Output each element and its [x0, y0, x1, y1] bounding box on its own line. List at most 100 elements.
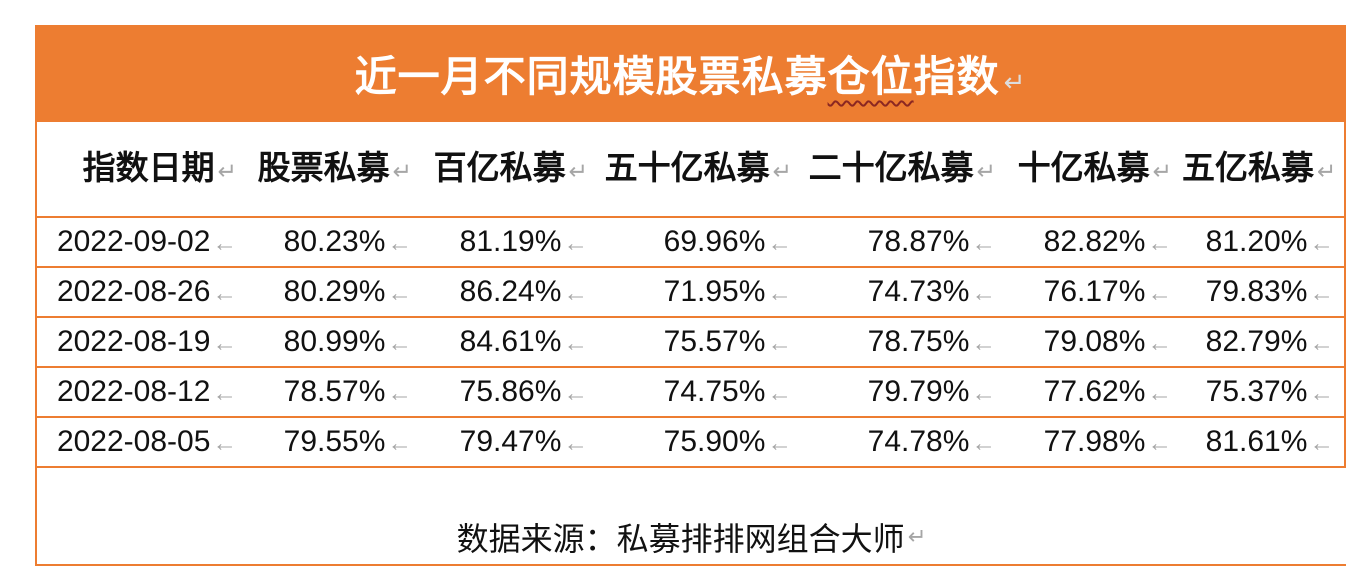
- data-source-label: 数据来源：私募排排网组合大师: [456, 521, 905, 557]
- value-cell: 79.79%←: [802, 368, 1006, 417]
- header-cell-2b: 二十亿私募 ↵: [802, 122, 1006, 217]
- cell-end-mark-icon: ←: [767, 430, 792, 457]
- value-cell: 75.86%←: [422, 368, 598, 417]
- date-cell: 2022-08-05←: [37, 418, 247, 467]
- cell-end-mark-icon: ←: [1147, 330, 1172, 357]
- cell-end-mark-icon: ←: [387, 230, 412, 257]
- cell-end-mark-icon: ←: [387, 330, 412, 357]
- header-label: 十亿私募: [1017, 149, 1150, 186]
- cell-value: 74.73%: [867, 275, 970, 308]
- header-label: 指数日期: [82, 149, 215, 186]
- header-label: 五十亿私募: [604, 149, 770, 186]
- cell-value: 79.79%: [867, 375, 970, 408]
- paragraph-mark-icon: ↵: [772, 158, 792, 184]
- value-cell: 77.62%←: [1006, 368, 1182, 417]
- value-cell: 78.75%←: [802, 318, 1006, 367]
- cell-end-mark-icon: ←: [1309, 430, 1334, 457]
- cell-value: 77.62%: [1043, 375, 1146, 408]
- value-cell: 79.08%←: [1006, 318, 1182, 367]
- value-cell: 84.61%←: [422, 318, 598, 367]
- cell-end-mark-icon: ←: [212, 330, 237, 357]
- table-row: 2022-08-05← 79.55%← 79.47%← 75.90%← 74.7…: [37, 418, 1346, 468]
- cell-end-mark-icon: ←: [971, 280, 996, 307]
- cell-value: 74.78%: [867, 425, 970, 458]
- header-cell-index-date: 指数日期 ↵: [37, 122, 247, 217]
- cell-end-mark-icon: ←: [767, 230, 792, 257]
- data-source-row: 数据来源：私募排排网组合大师 ↵: [37, 468, 1346, 564]
- title-text-post: 指数: [913, 53, 1000, 100]
- value-cell: 78.57%←: [247, 368, 422, 417]
- cell-end-mark-icon: ←: [1309, 330, 1334, 357]
- cell-value: 76.17%: [1043, 275, 1146, 308]
- header-cell-1b: 十亿私募 ↵: [1006, 122, 1182, 217]
- paragraph-mark-icon: ↵: [907, 524, 927, 549]
- cell-value: 82.82%: [1043, 225, 1146, 258]
- cell-end-mark-icon: ←: [971, 330, 996, 357]
- cell-value: 80.23%: [283, 225, 386, 258]
- cell-end-mark-icon: ←: [1147, 430, 1172, 457]
- cell-value: 77.98%: [1043, 425, 1146, 458]
- cell-value: 79.83%: [1205, 275, 1308, 308]
- cell-value: 81.61%: [1205, 425, 1308, 458]
- value-cell: 81.19%←: [422, 218, 598, 267]
- value-cell: 75.37%←: [1182, 368, 1344, 417]
- cell-end-mark-icon: ←: [971, 230, 996, 257]
- cell-value: 79.47%: [459, 425, 562, 458]
- cell-value: 2022-09-02: [56, 225, 211, 258]
- value-cell: 81.20%←: [1182, 218, 1344, 267]
- cell-value: 75.90%: [663, 425, 766, 458]
- cell-end-mark-icon: ←: [212, 430, 237, 457]
- value-cell: 79.55%←: [247, 418, 422, 467]
- cell-end-mark-icon: ←: [563, 380, 588, 407]
- table-row: 2022-08-12← 78.57%← 75.86%← 74.75%← 79.7…: [37, 368, 1346, 418]
- cell-end-mark-icon: ←: [563, 330, 588, 357]
- value-cell: 80.23%←: [247, 218, 422, 267]
- value-cell: 80.29%←: [247, 268, 422, 317]
- paragraph-mark-icon: ↵: [568, 158, 588, 184]
- value-cell: 74.75%←: [598, 368, 802, 417]
- cell-value: 2022-08-05: [56, 425, 211, 458]
- cell-end-mark-icon: ←: [1147, 230, 1172, 257]
- table-title-bar: 近一月不同规模股票私募仓位指数 ↵: [35, 25, 1346, 122]
- value-cell: 75.90%←: [598, 418, 802, 467]
- cell-end-mark-icon: ←: [971, 430, 996, 457]
- date-cell: 2022-08-26←: [37, 268, 247, 317]
- cell-end-mark-icon: ←: [387, 380, 412, 407]
- cell-value: 81.19%: [459, 225, 562, 258]
- value-cell: 78.87%←: [802, 218, 1006, 267]
- cell-value: 75.57%: [663, 325, 766, 358]
- cell-value: 2022-08-26: [56, 275, 211, 308]
- cell-value: 78.57%: [283, 375, 386, 408]
- cell-value: 81.20%: [1205, 225, 1308, 258]
- paragraph-mark-icon: ↵: [1152, 158, 1172, 184]
- date-cell: 2022-09-02←: [37, 218, 247, 267]
- cell-end-mark-icon: ←: [212, 380, 237, 407]
- cell-value: 75.37%: [1205, 375, 1308, 408]
- value-cell: 69.96%←: [598, 218, 802, 267]
- cell-value: 78.87%: [867, 225, 970, 258]
- value-cell: 74.78%←: [802, 418, 1006, 467]
- paragraph-mark-icon: ↵: [217, 158, 237, 184]
- cell-value: 84.61%: [459, 325, 562, 358]
- cell-end-mark-icon: ←: [767, 330, 792, 357]
- private-fund-position-index-figure: 近一月不同规模股票私募仓位指数 ↵ 指数日期 ↵ 股票私募 ↵ 百亿私募 ↵ 五十亿私募…: [35, 25, 1346, 566]
- title-text-spellcheck-underlined: 仓位: [827, 53, 914, 100]
- table-row: 2022-09-02← 80.23%← 81.19%← 69.96%← 78.8…: [37, 218, 1346, 268]
- value-cell: 80.99%←: [247, 318, 422, 367]
- header-label: 二十亿私募: [808, 149, 974, 186]
- table-row: 2022-08-26← 80.29%← 86.24%← 71.95%← 74.7…: [37, 268, 1346, 318]
- value-cell: 71.95%←: [598, 268, 802, 317]
- date-cell: 2022-08-12←: [37, 368, 247, 417]
- header-label: 五亿私募: [1182, 149, 1314, 186]
- header-cell-10b: 百亿私募 ↵: [422, 122, 598, 217]
- value-cell: 81.61%←: [1182, 418, 1344, 467]
- value-cell: 75.57%←: [598, 318, 802, 367]
- value-cell: 82.79%←: [1182, 318, 1344, 367]
- header-label: 股票私募: [257, 149, 390, 186]
- table-title: 近一月不同规模股票私募仓位指数 ↵: [355, 43, 1027, 104]
- title-text-pre: 近一月不同规模股票私募: [354, 53, 828, 100]
- cell-end-mark-icon: ←: [971, 380, 996, 407]
- value-cell: 86.24%←: [422, 268, 598, 317]
- value-cell: 77.98%←: [1006, 418, 1182, 467]
- cell-value: 2022-08-12: [56, 375, 211, 408]
